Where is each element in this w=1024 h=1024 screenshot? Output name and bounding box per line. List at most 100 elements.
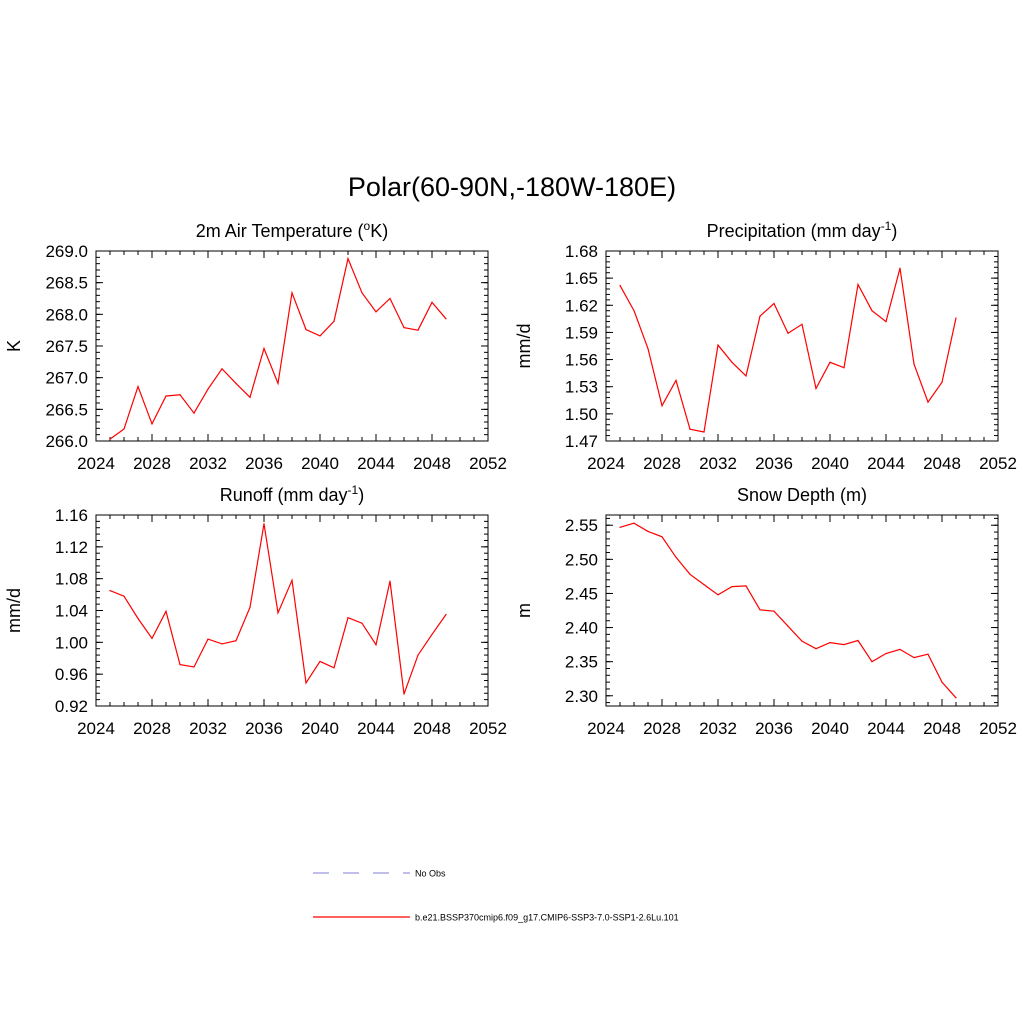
x-tick-label: 2052: [979, 454, 1017, 473]
data-point: [885, 652, 887, 655]
y-tick-label: 1.62: [565, 296, 598, 315]
data-point: [829, 361, 831, 363]
data-point: [123, 595, 125, 597]
data-point: [787, 625, 789, 627]
data-point: [263, 523, 265, 525]
data-point: [843, 367, 845, 369]
y-tick-label: 267.0: [45, 369, 88, 388]
data-point: [431, 301, 433, 303]
data-point: [871, 310, 873, 312]
data-point: [193, 666, 195, 668]
y-tick-label: 2.45: [565, 584, 598, 603]
y-axis-label: mm/d: [4, 588, 24, 633]
y-tick-label: 1.59: [565, 323, 598, 342]
data-point: [291, 579, 293, 581]
data-point: [689, 573, 691, 575]
data-point: [927, 653, 929, 655]
data-point: [221, 368, 223, 370]
x-tick-label: 2052: [469, 719, 507, 738]
data-point: [773, 302, 775, 305]
data-point: [927, 401, 929, 403]
data-point: [619, 284, 621, 286]
y-tick-label: 1.08: [55, 570, 88, 589]
data-point: [689, 428, 691, 430]
y-tick-label: 1.68: [565, 242, 598, 261]
data-point: [109, 590, 111, 592]
data-point: [675, 556, 677, 558]
plot-frame: [95, 514, 489, 707]
data-point: [661, 536, 663, 538]
x-tick-label: 2048: [923, 719, 961, 738]
x-tick-label: 2036: [755, 719, 793, 738]
data-point: [815, 387, 817, 390]
data-point: [857, 639, 859, 642]
panel-title: Snow Depth (m): [737, 485, 867, 505]
data-point: [249, 396, 251, 398]
data-point: [333, 320, 335, 322]
data-point: [249, 606, 251, 608]
panel-title: Runoff (mm day-1): [220, 483, 364, 505]
y-tick-label: 1.00: [55, 633, 88, 652]
y-axis-label: mm/d: [514, 324, 534, 369]
data-point: [109, 438, 111, 440]
y-tick-label: 2.35: [565, 653, 598, 672]
y-tick-label: 1.12: [55, 538, 88, 557]
data-point: [431, 633, 433, 635]
x-tick-label: 2044: [867, 454, 905, 473]
y-axis-label: m: [514, 603, 534, 618]
data-point: [633, 310, 635, 312]
data-point: [179, 664, 181, 666]
plot-frame: [605, 250, 999, 442]
data-point: [955, 317, 957, 319]
data-point: [417, 654, 419, 656]
x-tick-label: 2036: [755, 454, 793, 473]
series-line-snow: [619, 522, 957, 699]
data-point: [291, 292, 293, 294]
data-point: [703, 583, 705, 586]
legend: No Obs b.e21.BSSP370cmip6.f09_g17.CMIP6-S…: [313, 869, 679, 923]
data-point: [165, 395, 167, 397]
data-point: [347, 258, 349, 260]
data-point: [647, 348, 649, 350]
panel-precip: Precipitation (mm day-1) mm/d 2024 2028 2032…: [514, 219, 1017, 473]
data-point: [403, 693, 405, 695]
data-point: [633, 522, 635, 524]
data-point: [277, 382, 279, 384]
legend-label: No Obs: [415, 869, 446, 879]
y-tick-label: 2.30: [565, 687, 598, 706]
data-point: [745, 375, 747, 377]
data-point: [235, 382, 237, 384]
x-tick-label: 2044: [357, 454, 395, 473]
data-point: [717, 344, 719, 346]
panel-title: 2m Air Temperature (oK): [196, 219, 388, 241]
data-point: [361, 622, 363, 624]
data-point: [885, 320, 887, 323]
y-tick-label: 1.16: [55, 506, 88, 525]
data-point: [151, 423, 153, 425]
data-point: [703, 431, 705, 433]
data-point: [333, 667, 335, 669]
x-tick-label: 2040: [811, 719, 849, 738]
data-point: [731, 361, 733, 363]
y-tick-label: 267.5: [45, 337, 88, 356]
data-point: [193, 412, 195, 414]
data-point: [759, 609, 761, 611]
y-tick-label: 0.96: [55, 665, 88, 684]
x-tick-label: 2052: [979, 719, 1017, 738]
data-point: [403, 327, 405, 329]
x-tick-label: 2048: [923, 454, 961, 473]
x-tick-label: 2028: [133, 719, 171, 738]
legend-label: b.e21.BSSP370cmip6.f09_g17.CMIP6-SSP3-7.…: [415, 913, 679, 923]
data-point: [773, 610, 775, 612]
data-point: [277, 612, 279, 614]
data-point: [787, 332, 789, 334]
data-point: [179, 394, 181, 396]
data-point: [871, 661, 873, 663]
y-tick-label: 269.0: [45, 242, 88, 261]
data-point: [263, 347, 265, 350]
x-tick-label: 2040: [301, 454, 339, 473]
x-tick-label: 2024: [587, 454, 625, 473]
figure-title: Polar(60-90N,-180W-180E): [348, 172, 676, 202]
data-point: [305, 328, 307, 331]
